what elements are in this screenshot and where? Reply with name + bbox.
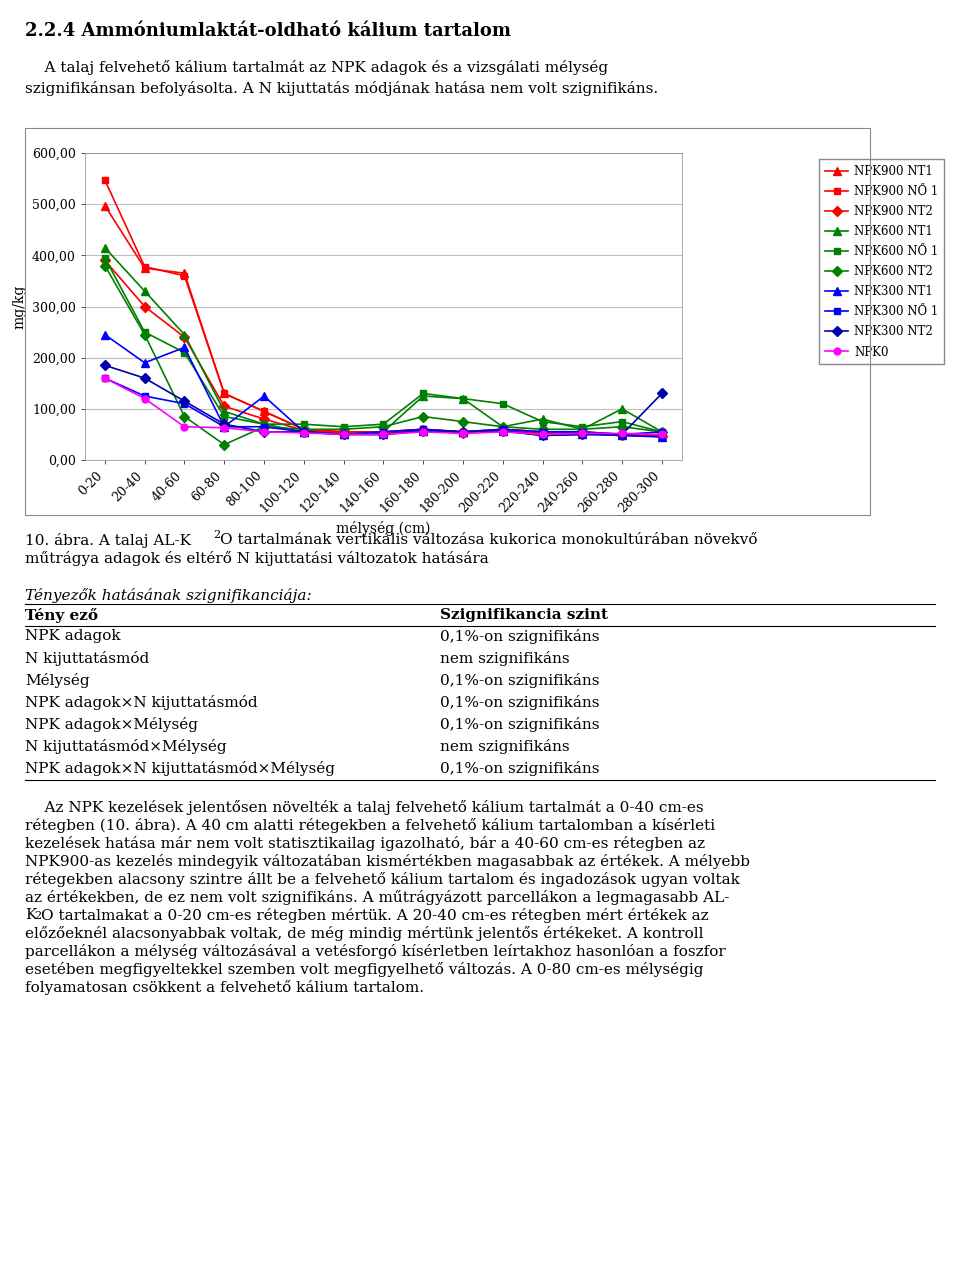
Text: 2.2.4 Ammóniumlaktát-oldható kálium tartalom: 2.2.4 Ammóniumlaktát-oldható kálium tart… bbox=[25, 22, 511, 40]
Text: nem szignifikáns: nem szignifikáns bbox=[440, 739, 569, 754]
Text: előzőeknél alacsonyabbak voltak, de még mindig mértünk jelentős értékeket. A kon: előzőeknél alacsonyabbak voltak, de még … bbox=[25, 927, 704, 941]
Text: O tartalmának vertikális változása kukorica monokultúrában növekvő: O tartalmának vertikális változása kukor… bbox=[220, 533, 757, 547]
Text: A talaj felvehető kálium tartalmát az NPK adagok és a vizsgálati mélység
szignif: A talaj felvehető kálium tartalmát az NP… bbox=[25, 60, 659, 97]
Text: az értékekben, de ez nem volt szignifikáns. A műtrágyázott parcellákon a legmaga: az értékekben, de ez nem volt szignifiká… bbox=[25, 891, 730, 905]
Text: Tényezők hatásának szignifikanciája:: Tényezők hatásának szignifikanciája: bbox=[25, 588, 312, 604]
Text: folyamatosan csökkent a felvehető kálium tartalom.: folyamatosan csökkent a felvehető kálium… bbox=[25, 979, 424, 995]
Text: Az NPK kezelések jelentősen növelték a talaj felvehető kálium tartalmát a 0-40 c: Az NPK kezelések jelentősen növelték a t… bbox=[25, 801, 704, 815]
Text: NPK adagok×N kijuttatásmód: NPK adagok×N kijuttatásmód bbox=[25, 695, 257, 710]
Y-axis label: mg/kg: mg/kg bbox=[12, 284, 27, 328]
Text: esetében megfigyeltekkel szemben volt megfigyelhető változás. A 0-80 cm-es mélys: esetében megfigyeltekkel szemben volt me… bbox=[25, 961, 704, 977]
Text: parcellákon a mélység változásával a vetésforgó kísérletben leírtakhoz hasonlóan: parcellákon a mélység változásával a vet… bbox=[25, 943, 726, 959]
Text: NPK adagok: NPK adagok bbox=[25, 629, 121, 644]
Text: 10. ábra. A talaj AL-K: 10. ábra. A talaj AL-K bbox=[25, 533, 191, 548]
Text: Tény ező: Tény ező bbox=[25, 607, 98, 623]
Text: NPK900-as kezelés mindegyik változatában kismértékben magasabbak az értékek. A m: NPK900-as kezelés mindegyik változatában… bbox=[25, 855, 750, 869]
Text: műtrágya adagok és eltérő N kijuttatási változatok hatására: műtrágya adagok és eltérő N kijuttatási … bbox=[25, 551, 489, 566]
Text: NPK adagok×Mélység: NPK adagok×Mélység bbox=[25, 717, 198, 732]
Text: 2: 2 bbox=[213, 530, 220, 541]
Text: Mélység: Mélység bbox=[25, 673, 89, 689]
Text: K: K bbox=[25, 909, 36, 921]
Text: N kijuttatásmód×Mélység: N kijuttatásmód×Mélység bbox=[25, 739, 227, 754]
Text: NPK adagok×N kijuttatásmód×Mélység: NPK adagok×N kijuttatásmód×Mélység bbox=[25, 761, 335, 776]
Text: Szignifikancia szint: Szignifikancia szint bbox=[440, 607, 608, 622]
Text: 0,1%-on szignifikáns: 0,1%-on szignifikáns bbox=[440, 761, 599, 776]
Text: O tartalmakat a 0-20 cm-es rétegben mértük. A 20-40 cm-es rétegben mért értékek : O tartalmakat a 0-20 cm-es rétegben mért… bbox=[41, 909, 708, 923]
X-axis label: mélység (cm): mélység (cm) bbox=[336, 521, 431, 535]
Text: 0,1%-on szignifikáns: 0,1%-on szignifikáns bbox=[440, 695, 599, 710]
Text: 0,1%-on szignifikáns: 0,1%-on szignifikáns bbox=[440, 673, 599, 689]
Text: kezelések hatása már nem volt statisztikailag igazolható, bár a 40-60 cm-es réte: kezelések hatása már nem volt statisztik… bbox=[25, 837, 705, 851]
Text: N kijuttatásmód: N kijuttatásmód bbox=[25, 651, 149, 665]
Text: 0,1%-on szignifikáns: 0,1%-on szignifikáns bbox=[440, 629, 599, 644]
Text: 0,1%-on szignifikáns: 0,1%-on szignifikáns bbox=[440, 717, 599, 732]
Text: rétegekben alacsony szintre állt be a felvehető kálium tartalom és ingadozások u: rétegekben alacsony szintre állt be a fe… bbox=[25, 873, 740, 887]
Text: 2: 2 bbox=[34, 911, 41, 921]
Text: nem szignifikáns: nem szignifikáns bbox=[440, 651, 569, 665]
Text: rétegben (10. ábra). A 40 cm alatti rétegekben a felvehető kálium tartalomban a : rétegben (10. ábra). A 40 cm alatti réte… bbox=[25, 819, 715, 833]
Legend: NPK900 NT1, NPK900 NŐ 1, NPK900 NT2, NPK600 NT1, NPK600 NŐ 1, NPK600 NT2, NPK300: NPK900 NT1, NPK900 NŐ 1, NPK900 NT2, NPK… bbox=[819, 158, 945, 364]
